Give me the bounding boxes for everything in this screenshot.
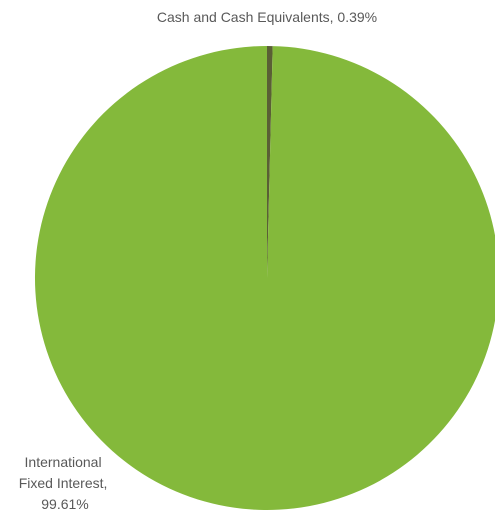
data-labels: Cash and Cash Equivalents, 0.39% Interna…: [19, 9, 377, 512]
data-label-international-fixed-interest: International Fixed Interest, 99.61%: [19, 454, 112, 512]
pie-slice-cash-and-cash-equivalents: [267, 46, 273, 278]
data-label-cash-and-cash-equivalents: Cash and Cash Equivalents, 0.39%: [157, 9, 377, 25]
pie-slice-international-fixed-interest: [34, 46, 495, 510]
pie-slices: [34, 46, 495, 510]
data-label-intl-line-1: International: [25, 454, 102, 470]
data-label-intl-line-2: Fixed Interest,: [19, 475, 108, 491]
data-label-cash-line-1: Cash and Cash Equivalents, 0.39%: [157, 9, 377, 25]
data-label-intl-line-3: 99.61%: [41, 496, 88, 512]
